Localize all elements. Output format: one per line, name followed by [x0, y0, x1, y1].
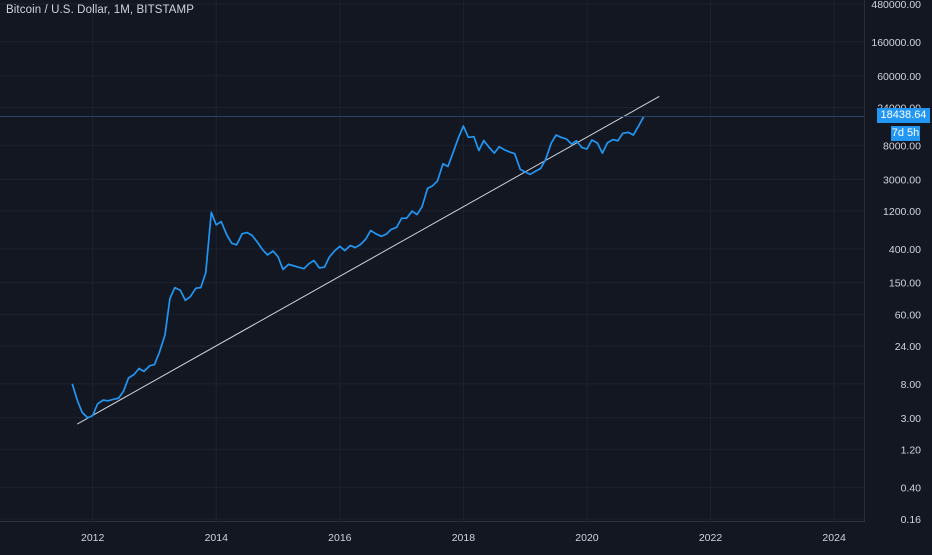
y-tick-label: 8.00 [901, 379, 922, 391]
y-tick-label: 0.40 [901, 482, 922, 494]
y-tick-label: 1200.00 [883, 206, 921, 218]
x-tick-label: 2014 [205, 532, 229, 544]
y-tick-label: 480000.00 [871, 0, 921, 11]
grid [0, 0, 865, 522]
x-tick-label: 2018 [452, 532, 476, 544]
y-tick-label: 60.00 [895, 309, 921, 321]
x-tick-label: 2016 [328, 532, 352, 544]
bar-countdown-badge: 7d 5h [891, 126, 920, 141]
trend-line [76, 96, 660, 425]
x-tick-label: 2020 [575, 532, 599, 544]
y-tick-label: 8000.00 [883, 140, 921, 152]
time-axis[interactable] [0, 521, 865, 550]
y-tick-label: 3000.00 [883, 174, 921, 186]
y-tick-label: 150.00 [889, 278, 921, 290]
chart-title: Bitcoin / U.S. Dollar, 1M, BITSTAMP [6, 4, 194, 16]
price-axis[interactable] [864, 0, 932, 522]
last-price-badge: 18438.64 [877, 108, 930, 123]
y-tick-label: 24.00 [895, 341, 921, 353]
x-tick-label: 2024 [822, 532, 846, 544]
y-tick-label: 160000.00 [871, 37, 921, 49]
price-series-line [71, 116, 645, 419]
y-tick-label: 1.20 [901, 444, 922, 456]
x-tick-label: 2022 [699, 532, 723, 544]
trend-line-layer [76, 96, 660, 425]
x-axis-ticks: 2012 2014 2016 2018 2020 2022 2024 [81, 532, 846, 544]
series-layer [71, 116, 645, 419]
y-tick-label: 0.16 [901, 514, 922, 526]
y-tick-label: 60000.00 [877, 71, 921, 83]
y-tick-label: 400.00 [889, 244, 921, 256]
y-tick-label: 3.00 [901, 413, 922, 425]
x-tick-label: 2012 [81, 532, 105, 544]
